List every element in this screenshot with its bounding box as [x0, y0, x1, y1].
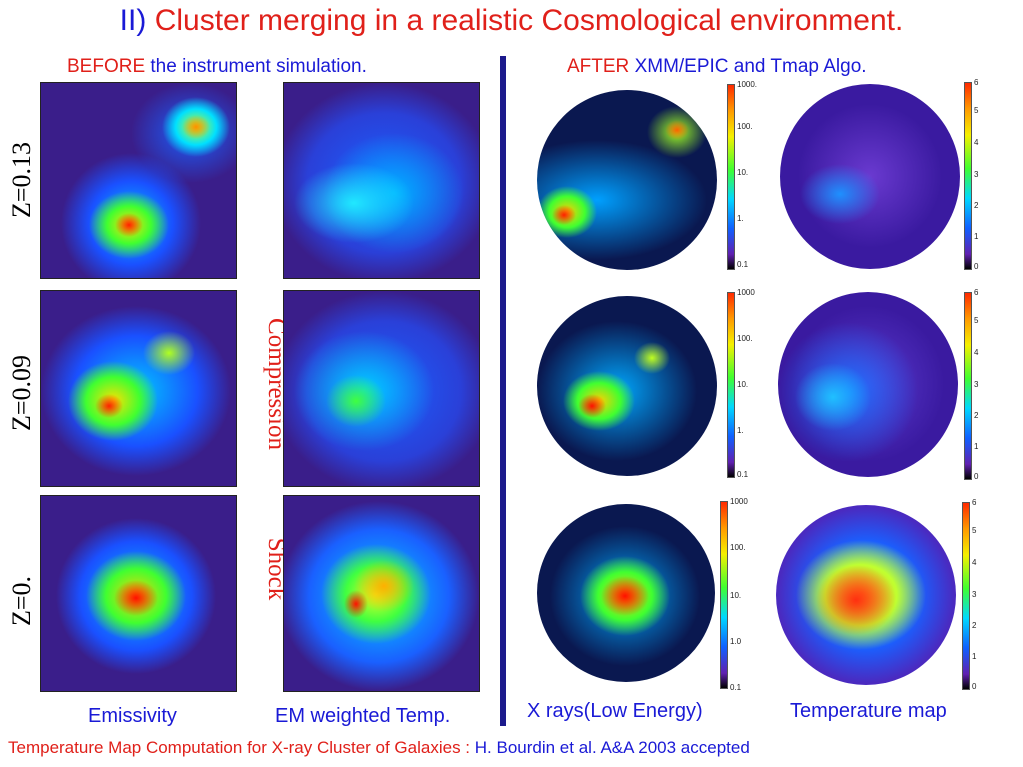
temp-colorbar-ticks-1: 6 5 4 3 2 1 0 — [974, 78, 979, 271]
before-keyword: BEFORE — [67, 56, 146, 77]
temp-colorbar-ticks-3: 6 5 4 3 2 1 0 — [972, 498, 977, 691]
xray-colorbar-1 — [727, 84, 735, 270]
caption-xrays: X rays(Low Energy) — [527, 700, 703, 722]
slide-title: II) Cluster merging in a realistic Cosmo… — [0, 4, 1023, 38]
section-number: II) — [119, 4, 147, 37]
xray-panel-z0 — [537, 504, 715, 682]
xray-colorbar-3 — [720, 501, 728, 689]
xray-colorbar-ticks-2: 1000 100. 10. 1. 0.1 — [737, 288, 755, 479]
xray-colorbar-ticks-1: 1000. 100. 10. 1. 0.1 — [737, 80, 758, 269]
after-keyword: AFTER — [567, 56, 630, 77]
emissivity-panel-z009 — [40, 290, 237, 487]
tmap-panel-z009 — [778, 292, 958, 477]
xray-colorbar-ticks-3: 1000 100. 10. 1.0 0.1 — [730, 497, 748, 692]
footer-red: Temperature Map Computation for X-ray Cl… — [8, 738, 471, 757]
temp-colorbar-2 — [964, 292, 972, 480]
vertical-divider — [500, 56, 506, 726]
emissivity-panel-z013 — [40, 82, 237, 279]
redshift-label-3: Z=0. — [7, 575, 36, 627]
emissivity-panel-z0 — [40, 495, 237, 692]
em-temp-panel-z013 — [283, 82, 480, 279]
title-text: Cluster merging in a realistic Cosmologi… — [154, 4, 904, 37]
em-temp-panel-z0 — [283, 495, 480, 692]
temp-colorbar-ticks-2: 6 5 4 3 2 1 0 — [974, 288, 979, 481]
tmap-panel-z0 — [776, 505, 956, 685]
footer-blue: H. Bourdin et al. A&A 2003 accepted — [474, 738, 750, 757]
after-header: AFTER XMM/EPIC and Tmap Algo. — [567, 56, 867, 78]
caption-emissivity: Emissivity — [88, 705, 177, 727]
xray-panel-z013 — [537, 90, 717, 270]
redshift-label-2: Z=0.09 — [7, 354, 36, 432]
xray-panel-z009 — [537, 296, 717, 476]
caption-em-temp: EM weighted Temp. — [275, 705, 451, 727]
after-rest: XMM/EPIC and Tmap Algo. — [634, 56, 867, 77]
before-header: BEFORE the instrument simulation. — [67, 56, 367, 78]
em-temp-panel-z009 — [283, 290, 480, 487]
caption-tmap: Temperature map — [790, 700, 947, 722]
footer-citation: Temperature Map Computation for X-ray Cl… — [8, 738, 750, 758]
temp-colorbar-1 — [964, 82, 972, 270]
redshift-label-1: Z=0.13 — [7, 141, 36, 219]
xray-colorbar-2 — [727, 292, 735, 478]
before-rest: the instrument simulation. — [150, 56, 367, 77]
tmap-panel-z013 — [780, 84, 960, 269]
temp-colorbar-3 — [962, 502, 970, 690]
